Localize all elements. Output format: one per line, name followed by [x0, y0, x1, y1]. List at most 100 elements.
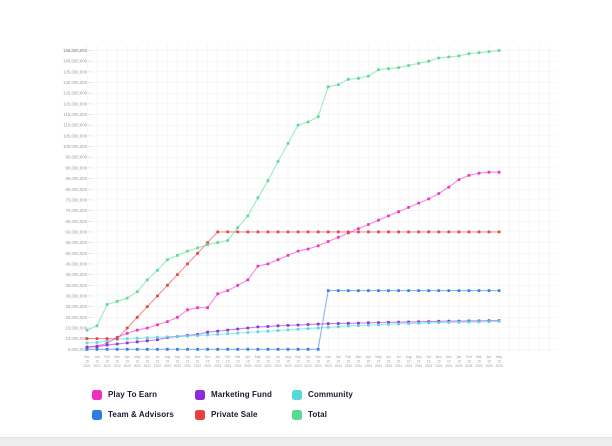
- data-point-play-to-earn: [407, 206, 410, 209]
- svg-text:110,000,000: 110,000,000: [63, 123, 87, 128]
- legend-swatch-community: [292, 389, 302, 400]
- data-point-play-to-earn: [336, 235, 340, 239]
- data-point-community: [477, 320, 481, 324]
- data-point-play-to-earn: [296, 249, 300, 253]
- data-point-community: [367, 323, 370, 327]
- data-point-community: [296, 327, 300, 331]
- svg-text:135,000,000: 135,000,000: [63, 69, 88, 74]
- data-point-private-sale: [316, 230, 320, 234]
- data-point-community: [407, 322, 410, 325]
- svg-text:20,000,000: 20,000,000: [65, 315, 87, 320]
- data-point-private-sale: [125, 326, 129, 330]
- series-team-advisors: [85, 289, 501, 351]
- data-point-team-advisors: [196, 347, 199, 351]
- svg-text:30,000,000: 30,000,000: [65, 293, 87, 298]
- data-point-team-advisors: [387, 289, 390, 292]
- legend-label-marketing-fund: Marketing Fund: [211, 390, 272, 399]
- legend-swatch-team-advisors: [92, 409, 102, 420]
- series-total: [85, 49, 501, 332]
- legend-label-private-sale: Private Sale: [211, 410, 258, 419]
- data-point-team-advisors: [477, 289, 481, 292]
- data-point-private-sale: [387, 230, 390, 234]
- data-point-community: [105, 339, 109, 343]
- svg-text:125,000,000: 125,000,000: [63, 91, 88, 96]
- data-point-private-sale: [186, 262, 189, 266]
- data-point-community: [316, 326, 320, 330]
- data-point-marketing-fund: [296, 323, 300, 327]
- data-point-team-advisors: [306, 347, 310, 351]
- data-point-marketing-fund: [367, 321, 370, 325]
- data-point-play-to-earn: [266, 262, 270, 266]
- data-point-total: [377, 68, 380, 72]
- svg-text:5,000,000: 5,000,000: [68, 347, 88, 352]
- svg-text:120,000,000: 120,000,000: [63, 101, 88, 106]
- data-point-team-advisors: [206, 347, 209, 351]
- legend-label-total: Total: [308, 410, 328, 419]
- data-point-play-to-earn: [216, 292, 220, 296]
- legend-item-community[interactable]: Community: [292, 389, 442, 400]
- data-point-community: [156, 335, 159, 339]
- legend-item-total[interactable]: Total: [292, 409, 442, 420]
- data-point-play-to-earn: [497, 170, 501, 174]
- data-point-community: [95, 341, 99, 344]
- legend-item-private-sale[interactable]: Private Sale: [195, 409, 292, 420]
- data-point-total: [216, 241, 220, 244]
- data-point-private-sale: [447, 230, 451, 234]
- data-point-private-sale: [276, 230, 280, 234]
- svg-text:45,000,000: 45,000,000: [65, 261, 87, 266]
- data-point-marketing-fund: [216, 329, 220, 333]
- data-point-community: [427, 321, 431, 325]
- data-point-private-sale: [145, 305, 149, 308]
- data-point-play-to-earn: [387, 214, 390, 218]
- data-point-private-sale: [377, 230, 380, 234]
- data-point-private-sale: [336, 230, 340, 234]
- data-point-play-to-earn: [367, 223, 370, 226]
- svg-text:145,000,000: 145,000,000: [63, 48, 88, 53]
- data-point-team-advisors: [417, 289, 421, 292]
- legend-label-team-advisors: Team & Advisors: [108, 410, 174, 419]
- legend-item-team-advisors[interactable]: Team & Advisors: [92, 409, 195, 420]
- data-point-marketing-fund: [135, 340, 139, 344]
- data-point-marketing-fund: [306, 323, 310, 326]
- data-point-total: [447, 55, 451, 59]
- data-point-team-advisors: [85, 347, 89, 351]
- data-point-private-sale: [85, 337, 89, 340]
- data-point-total: [286, 142, 290, 145]
- data-point-marketing-fund: [145, 339, 149, 343]
- data-point-play-to-earn: [377, 218, 380, 222]
- data-point-play-to-earn: [487, 170, 491, 174]
- data-point-private-sale: [95, 337, 99, 340]
- data-point-total: [497, 49, 501, 52]
- data-point-play-to-earn: [477, 171, 481, 175]
- data-point-private-sale: [357, 230, 360, 234]
- data-point-private-sale: [427, 230, 431, 234]
- legend-item-play-to-earn[interactable]: Play To Earn: [92, 389, 195, 400]
- data-point-team-advisors: [276, 347, 280, 351]
- data-point-private-sale: [156, 294, 159, 298]
- data-point-total: [397, 66, 400, 69]
- data-point-play-to-earn: [156, 323, 159, 327]
- legend-item-marketing-fund[interactable]: Marketing Fund: [195, 389, 292, 400]
- data-point-community: [266, 329, 270, 333]
- data-point-community: [286, 328, 290, 332]
- data-point-community: [85, 341, 89, 345]
